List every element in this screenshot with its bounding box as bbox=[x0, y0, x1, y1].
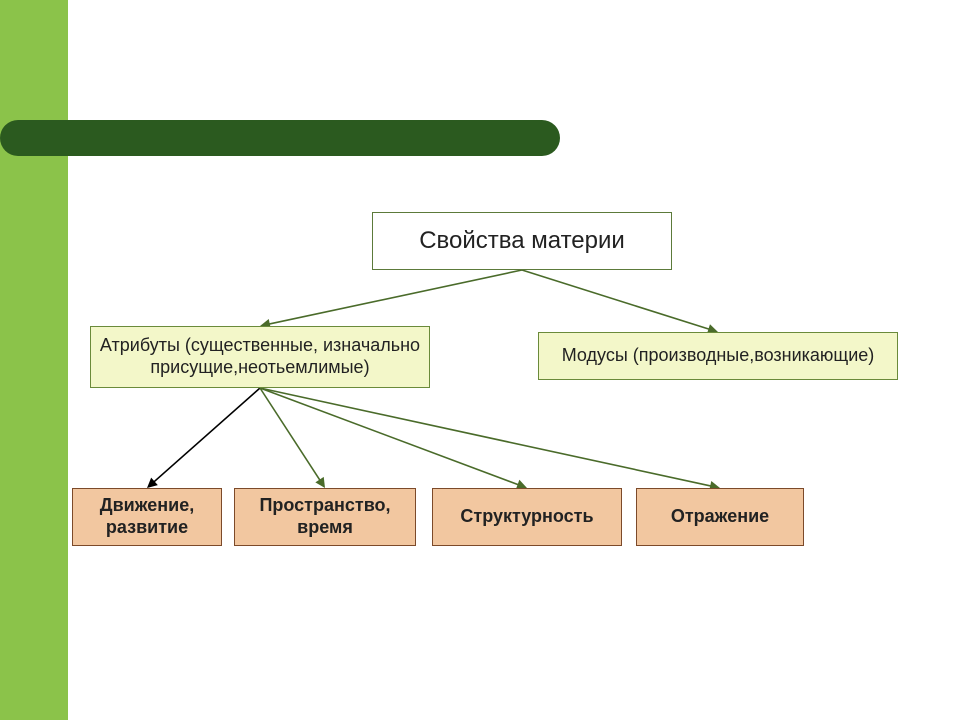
node-structurality: Структурность bbox=[432, 488, 622, 546]
node-root: Свойства материи bbox=[372, 212, 672, 270]
node-structurality-label: Структурность bbox=[460, 506, 593, 528]
node-modus: Модусы (производные,возникающие) bbox=[538, 332, 898, 380]
node-movement: Движение, развитие bbox=[72, 488, 222, 546]
node-reflection-label: Отражение bbox=[671, 506, 769, 528]
header-bar bbox=[0, 120, 560, 156]
node-attributes-label: Атрибуты (существенные, изначально прису… bbox=[97, 335, 423, 378]
node-modus-label: Модусы (производные,возникающие) bbox=[562, 345, 875, 367]
node-space-time: Пространство, время bbox=[234, 488, 416, 546]
node-root-label: Свойства материи bbox=[419, 227, 625, 256]
sidebar-accent bbox=[0, 0, 68, 720]
node-attributes: Атрибуты (существенные, изначально прису… bbox=[90, 326, 430, 388]
node-space-time-label: Пространство, время bbox=[241, 495, 409, 538]
node-movement-label: Движение, развитие bbox=[79, 495, 215, 538]
node-reflection: Отражение bbox=[636, 488, 804, 546]
